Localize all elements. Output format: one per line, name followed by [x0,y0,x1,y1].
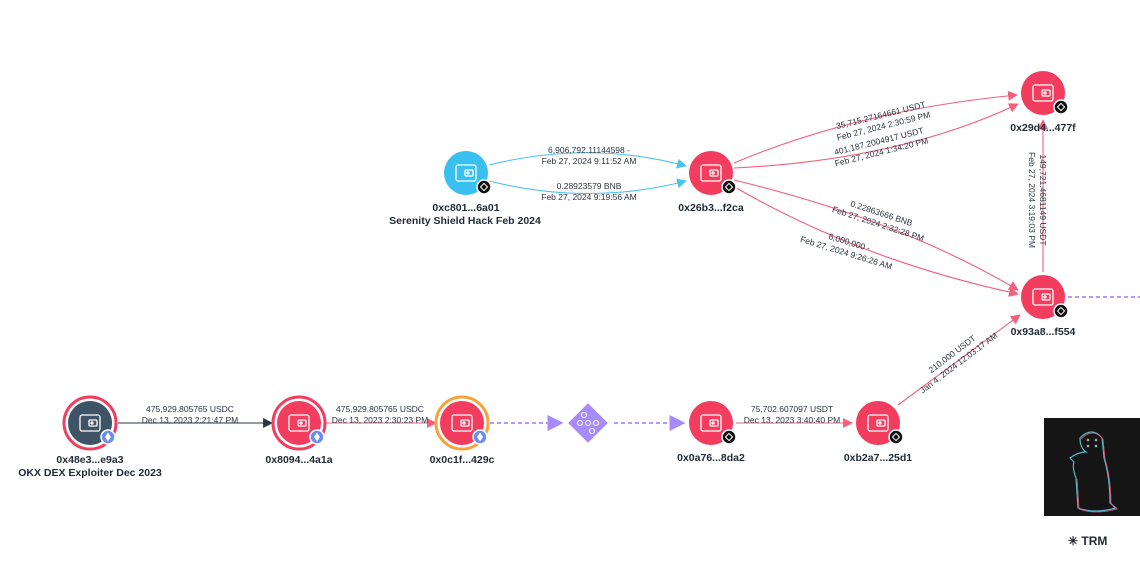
edge-time: Dec 13, 2023 2:30:23 PM [332,415,428,425]
node-address: 0x26b3...f2ca [678,202,744,214]
penguin-icon [1069,431,1118,513]
edge-time: Dec 13, 2023 2:21:47 PM [142,415,238,425]
wallet-icon [867,414,889,432]
edge-line[interactable] [897,314,1021,406]
edge-c801-26b3[interactable]: 6,906,792.11144598 -Feb 27, 2024 9:11:52… [488,145,687,169]
brand-name: TRM [1081,534,1108,548]
wallet-icon [451,414,473,432]
bnb-icon [476,179,492,195]
wallet-icon [79,414,101,432]
edge-line[interactable] [733,179,1019,291]
wallet-icon [1032,288,1054,306]
edge-time: Dec 13, 2023 3:40:40 PM [744,415,840,425]
bnb-icon [721,179,737,195]
edge-line[interactable] [488,152,687,169]
ethereum-icon [472,429,488,445]
edge-26b3-93a8[interactable]: 6,000,000 -Feb 27, 2024 9:26:26 AM [732,185,1019,297]
node-address: 0x29d4...477f [1010,122,1076,134]
edge-amount: 0.28923579 BNB [557,181,622,191]
edge-line[interactable] [733,103,1019,169]
wallet-node-93a8[interactable]: 0x93a8...f554 [1011,275,1076,338]
penguin-thumbnail [1044,418,1140,516]
node-address: 0xc801...6a01 [432,202,499,214]
wallet-icon [1032,84,1054,102]
edge-amount: 475,929.805765 USDC [336,404,424,414]
bnb-icon [721,429,737,445]
node-entity: Serenity Shield Hack Feb 2024 [389,215,541,227]
wallet-node-b2a7[interactable]: 0xb2a7...25d1 [844,401,912,464]
node-address: 0x8094...4a1a [265,454,332,466]
edge-time: Jan 4, 2024 12:03:17 AM [918,330,1000,395]
swap-network-icon [576,411,600,435]
wallet-icon [455,164,477,182]
edge-time: Feb 27, 2024 9:19:56 AM [541,192,636,202]
ethereum-icon [309,429,325,445]
wallet-node-0a76[interactable]: 0x0a76...8da2 [677,401,745,464]
node-address: 0x0a76...8da2 [677,452,745,464]
node-entity: OKX DEX Exploiter Dec 2023 [18,467,162,479]
edge-line[interactable] [488,178,687,194]
edge-amount: 6,906,792.11144598 - [548,145,630,155]
bnb-icon [1053,99,1069,115]
trm-logo: ✳ TRM [1068,534,1107,548]
node-address: 0xb2a7...25d1 [844,452,912,464]
edge-amount: 149,721.4681149 USDT [1038,154,1048,245]
wallet-node-29d4[interactable]: 0x29d4...477f [1010,71,1076,134]
wallet-icon [288,414,310,432]
bnb-icon [1053,303,1069,319]
node-address: 0x93a8...f554 [1011,326,1076,338]
wallet-icon [700,414,722,432]
edge-line[interactable] [733,90,1018,164]
wallet-node-0c1f[interactable]: 0x0c1f...429c [430,395,495,466]
wallet-node-26b3[interactable]: 0x26b3...f2ca [678,151,744,214]
bnb-icon [888,429,904,445]
node-address: 0x0c1f...429c [430,454,495,466]
edge-time: Feb 27, 2024 3:19:03 PM [1027,152,1037,248]
wallet-icon [700,164,722,182]
swap-node[interactable] [568,403,608,443]
edge-line[interactable] [732,185,1019,297]
trm-asterisk-icon: ✳ [1068,534,1079,548]
edge-amount: 475,929.805765 USDC [146,404,234,414]
ethereum-icon [100,429,116,445]
edge-amount: 75,702.607097 USDT [751,404,833,414]
wallet-node-8094[interactable]: 0x8094...4a1a [265,395,333,466]
node-address: 0x48e3...e9a3 [56,454,123,466]
edge-time: Feb 27, 2024 9:11:52 AM [542,156,637,166]
